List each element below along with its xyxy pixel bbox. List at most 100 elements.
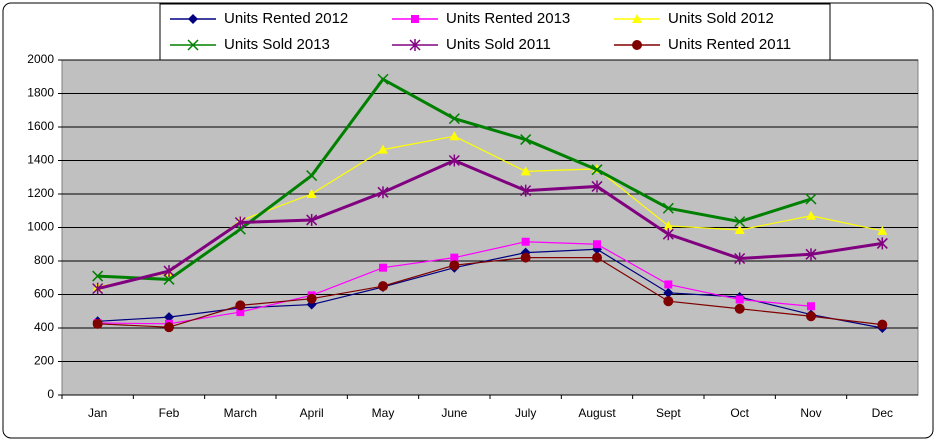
marker [450, 253, 459, 262]
marker [236, 308, 245, 317]
marker [520, 134, 532, 146]
marker-shape [188, 14, 198, 24]
x-tick-label: August [578, 406, 616, 420]
marker [734, 303, 745, 314]
marker [377, 73, 389, 85]
marker-shape [92, 270, 104, 282]
legend-label: Units Sold 2011 [446, 36, 551, 53]
x-tick-label: Nov [800, 406, 821, 420]
marker-shape [306, 170, 318, 182]
marker [187, 39, 199, 51]
y-tick-label: 1600 [27, 119, 54, 133]
marker-shape [92, 318, 103, 329]
marker [592, 252, 602, 263]
marker-shape [735, 295, 744, 304]
marker-shape [632, 40, 642, 50]
marker [449, 131, 460, 141]
marker [306, 170, 318, 182]
marker-shape [411, 15, 419, 23]
marker [877, 225, 888, 235]
marker [734, 225, 745, 235]
marker [92, 270, 104, 282]
marker [92, 282, 104, 295]
y-tick-label: 400 [34, 320, 54, 334]
marker-shape [664, 280, 673, 289]
marker-shape [450, 253, 459, 262]
x-tick-label: April [300, 406, 324, 420]
y-tick-label: 0 [47, 387, 54, 401]
series-line [97, 257, 883, 328]
marker [734, 216, 746, 228]
marker [805, 248, 817, 261]
marker [378, 281, 388, 292]
marker-shape [448, 113, 460, 125]
marker-shape [306, 189, 317, 198]
marker [378, 144, 388, 154]
legend-label: Units Rented 2013 [446, 10, 570, 27]
marker [520, 184, 532, 197]
legend-label: Units Rented 2012 [224, 10, 348, 27]
marker-shape [164, 322, 174, 333]
marker [379, 263, 387, 272]
marker-shape [592, 252, 602, 263]
marker [806, 311, 816, 322]
marker-shape [521, 237, 530, 246]
marker [734, 252, 746, 265]
marker-shape [306, 293, 317, 304]
marker [306, 293, 317, 304]
marker [663, 296, 674, 307]
marker-shape [734, 225, 745, 235]
marker-shape [877, 225, 888, 235]
legend-label: Units Sold 2013 [224, 36, 330, 53]
x-tick-label: Feb [159, 406, 180, 420]
marker [520, 252, 531, 263]
marker [448, 154, 460, 167]
marker-shape [662, 202, 674, 214]
marker-shape [807, 302, 815, 311]
x-tick-label: Dec [872, 406, 893, 420]
marker [662, 228, 674, 241]
marker-shape [593, 240, 601, 249]
marker-shape [734, 303, 745, 314]
legend: Units Rented 2012 Units Rented 2013 Units … [159, 3, 831, 61]
marker [188, 14, 198, 24]
marker [163, 273, 175, 285]
x-tick-label: Oct [730, 406, 749, 420]
marker-shape [632, 14, 642, 23]
marker-shape [805, 193, 817, 205]
marker-shape [449, 260, 460, 271]
marker [735, 295, 744, 304]
marker-shape [663, 220, 674, 230]
marker-shape [591, 164, 603, 176]
series-line [97, 158, 883, 291]
marker-shape [163, 273, 175, 285]
marker [664, 280, 673, 289]
x-tick-label: Sept [656, 406, 681, 420]
marker-shape [877, 319, 888, 330]
marker-shape [520, 166, 531, 176]
marker-shape [236, 308, 245, 317]
marker [806, 210, 816, 220]
y-tick-label: 2000 [27, 52, 54, 66]
marker [377, 186, 389, 199]
marker [591, 180, 603, 193]
x-tick-label: May [372, 406, 395, 420]
marker [409, 39, 421, 51]
marker-shape [663, 296, 674, 307]
marker-shape [377, 73, 389, 85]
marker [877, 319, 888, 330]
marker [805, 193, 817, 205]
marker-shape [520, 134, 532, 146]
marker [306, 189, 317, 198]
marker [520, 166, 531, 176]
marker-shape [378, 144, 388, 154]
marker-shape [378, 281, 388, 292]
marker-shape [806, 311, 816, 322]
marker [591, 164, 603, 176]
x-tick-label: June [441, 406, 467, 420]
y-tick-label: 800 [34, 253, 54, 267]
marker [521, 237, 530, 246]
marker [164, 312, 174, 323]
marker-shape [520, 252, 531, 263]
